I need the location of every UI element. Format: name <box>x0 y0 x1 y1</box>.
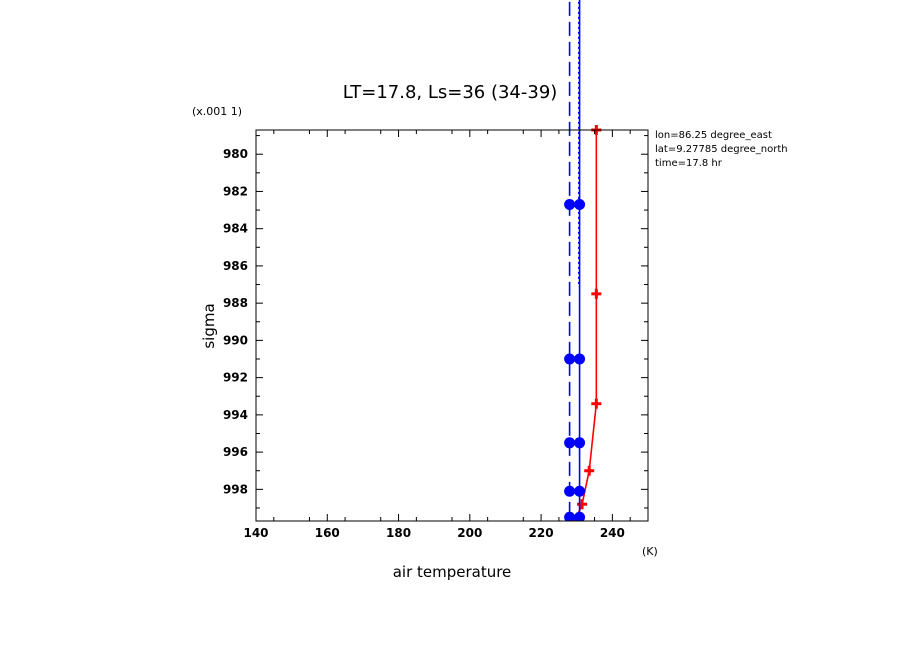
x-units-label: (K) <box>642 545 658 558</box>
series-2-point-5 <box>564 511 576 521</box>
y-tick-label-1: 982 <box>223 184 248 198</box>
ticks-layer: 140 160 180 200 220 240 980 982 984 986 988 990 992 9… <box>223 130 648 540</box>
x-axis-label: air temperature <box>393 563 512 581</box>
x-tick-label-5: 240 <box>600 526 625 540</box>
series-0-point-4 <box>577 499 588 510</box>
series-layer <box>564 0 602 521</box>
y-tick-label-3: 986 <box>223 259 248 273</box>
series-1-point-2 <box>574 353 586 365</box>
series-0 <box>569 125 602 521</box>
series-1 <box>574 0 586 521</box>
series-1-point-3 <box>574 437 586 449</box>
info-lat: lat=9.27785 degree_north <box>655 144 788 155</box>
series-1-point-4 <box>574 485 586 497</box>
x-tick-label-2: 180 <box>386 526 411 540</box>
series-2-point-4 <box>564 485 576 497</box>
series-2 <box>564 0 576 521</box>
x-tick-label-1: 160 <box>315 526 340 540</box>
y-tick-label-4: 988 <box>223 296 248 310</box>
y-tick-label-5: 990 <box>223 333 248 347</box>
y-tick-label-2: 984 <box>223 222 248 236</box>
y-tick-label-8: 996 <box>223 445 248 459</box>
series-2-point-1 <box>564 198 576 210</box>
x-tick-label-0: 140 <box>243 526 268 540</box>
plot-frame <box>255 129 649 522</box>
series-1-point-5 <box>574 511 586 521</box>
series-0-point-3 <box>584 465 595 476</box>
series-2-point-3 <box>564 437 576 449</box>
x-tick-label-4: 220 <box>529 526 554 540</box>
y-tick-label-7: 994 <box>223 408 248 422</box>
series-1-point-1 <box>574 198 586 210</box>
y-tick-label-6: 992 <box>223 371 248 385</box>
series-0-point-2 <box>591 398 602 409</box>
x-tick-label-3: 200 <box>457 526 482 540</box>
series-2-point-2 <box>564 353 576 365</box>
series-0-point-1 <box>591 288 602 299</box>
chart-title: LT=17.8, Ls=36 (34-39) <box>343 82 558 103</box>
y-tick-label-0: 980 <box>223 147 248 161</box>
y-tick-label-9: 998 <box>223 482 248 496</box>
y-scale-label: (x.001 1) <box>192 105 242 118</box>
y-axis-label: sigma <box>200 303 218 348</box>
info-time: time=17.8 hr <box>655 158 723 169</box>
info-lon: lon=86.25 degree_east <box>655 130 772 141</box>
